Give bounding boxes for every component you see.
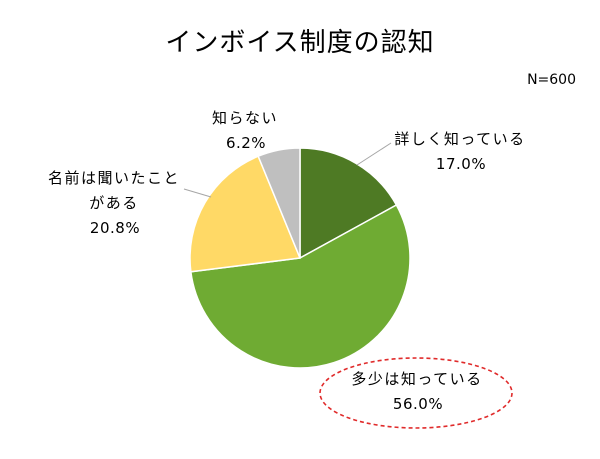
data-label-category-4: 知らない: [212, 109, 278, 127]
pie-slice-4: [257, 147, 301, 259]
highlight-annotation: [319, 357, 513, 429]
leader-lines: [183, 142, 392, 198]
data-label-category-1: 詳しく知っている: [394, 130, 525, 148]
data-label-value-1: 17.0%: [436, 155, 486, 173]
pie-slice-3: [189, 155, 302, 273]
pie-slice-1: [299, 147, 398, 260]
chart-title: インボイス制度の認知: [165, 28, 435, 58]
data-label-value-4: 6.2%: [226, 134, 266, 152]
pie-slices: [189, 147, 411, 369]
data-label-value-2: 56.0%: [393, 395, 443, 413]
data-label-value-3: 20.8%: [90, 219, 140, 237]
data-label-category-3: 名前は聞いたことがある: [48, 169, 180, 212]
leader-line-3: [183, 188, 212, 198]
data-labels: 詳しく知っている 17.0% 多少は知っている 56.0% 名前は聞いたことがある 20.…: [48, 109, 525, 413]
pie-slice-2: [190, 203, 411, 369]
highlight-ellipse: [319, 357, 513, 429]
sample-size-note: N=600: [527, 72, 576, 88]
data-label-category-2: 多少は知っている: [351, 370, 482, 388]
leader-line-1: [356, 142, 392, 166]
